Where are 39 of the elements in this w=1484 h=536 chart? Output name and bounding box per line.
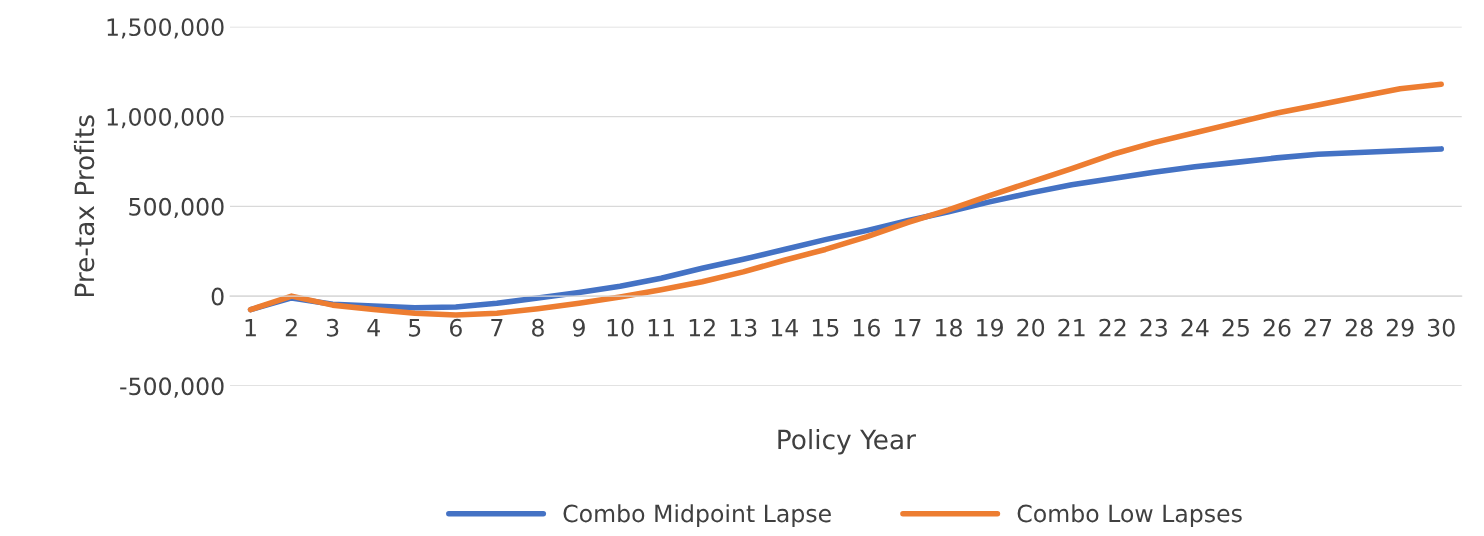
x-axis-title: Policy Year — [778, 429, 916, 455]
x-tick-label: 27 — [1304, 318, 1332, 337]
x-tick-label: 6 — [449, 318, 462, 337]
x-tick-label: 25 — [1222, 318, 1249, 337]
x-tick-label: 24 — [1181, 318, 1209, 337]
x-tick-label: 14 — [771, 319, 798, 337]
y-tick-label: -500,000 — [120, 377, 224, 398]
x-tick-label: 4 — [367, 319, 380, 337]
x-tick-label: 20 — [1017, 318, 1045, 337]
x-tick-label: 12 — [689, 318, 715, 337]
x-tick-label: 7 — [491, 319, 503, 337]
x-tick-label: 8 — [532, 318, 544, 337]
x-tick-label: 1 — [245, 319, 256, 337]
x-tick-label: 17 — [895, 319, 921, 337]
x-tick-label: 21 — [1058, 318, 1085, 337]
x-tick-label: 15 — [812, 319, 839, 337]
y-axis-title: Pre-tax Profits — [73, 115, 95, 297]
x-tick-label: 5 — [409, 319, 421, 337]
x-tick-label: 22 — [1099, 318, 1126, 337]
y-tick-label: 500,000 — [129, 197, 224, 219]
x-tick-label: 18 — [936, 318, 962, 337]
x-tick-label: 13 — [730, 318, 757, 337]
x-tick-label: 16 — [853, 318, 880, 337]
x-tick-label: 19 — [977, 318, 1003, 337]
y-tick-label: 1,000,000 — [107, 108, 224, 129]
legend-label: Combo Midpoint Lapse — [563, 504, 831, 527]
x-tick-label: 28 — [1345, 318, 1373, 337]
y-tick-label: 1,500,000 — [107, 18, 224, 39]
y-tick-label: 0 — [211, 287, 224, 306]
x-tick-label: 29 — [1386, 318, 1414, 337]
x-tick-label: 11 — [648, 319, 674, 337]
x-tick-label: 30 — [1427, 318, 1455, 337]
x-tick-label: 9 — [572, 318, 585, 337]
x-tick-label: 10 — [607, 318, 634, 337]
x-tick-label: 26 — [1263, 318, 1291, 337]
x-tick-label: 23 — [1140, 318, 1167, 337]
x-tick-label: 3 — [326, 318, 339, 337]
legend-label: Combo Low Lapses — [1017, 504, 1242, 527]
x-tick-label: 2 — [285, 318, 297, 337]
